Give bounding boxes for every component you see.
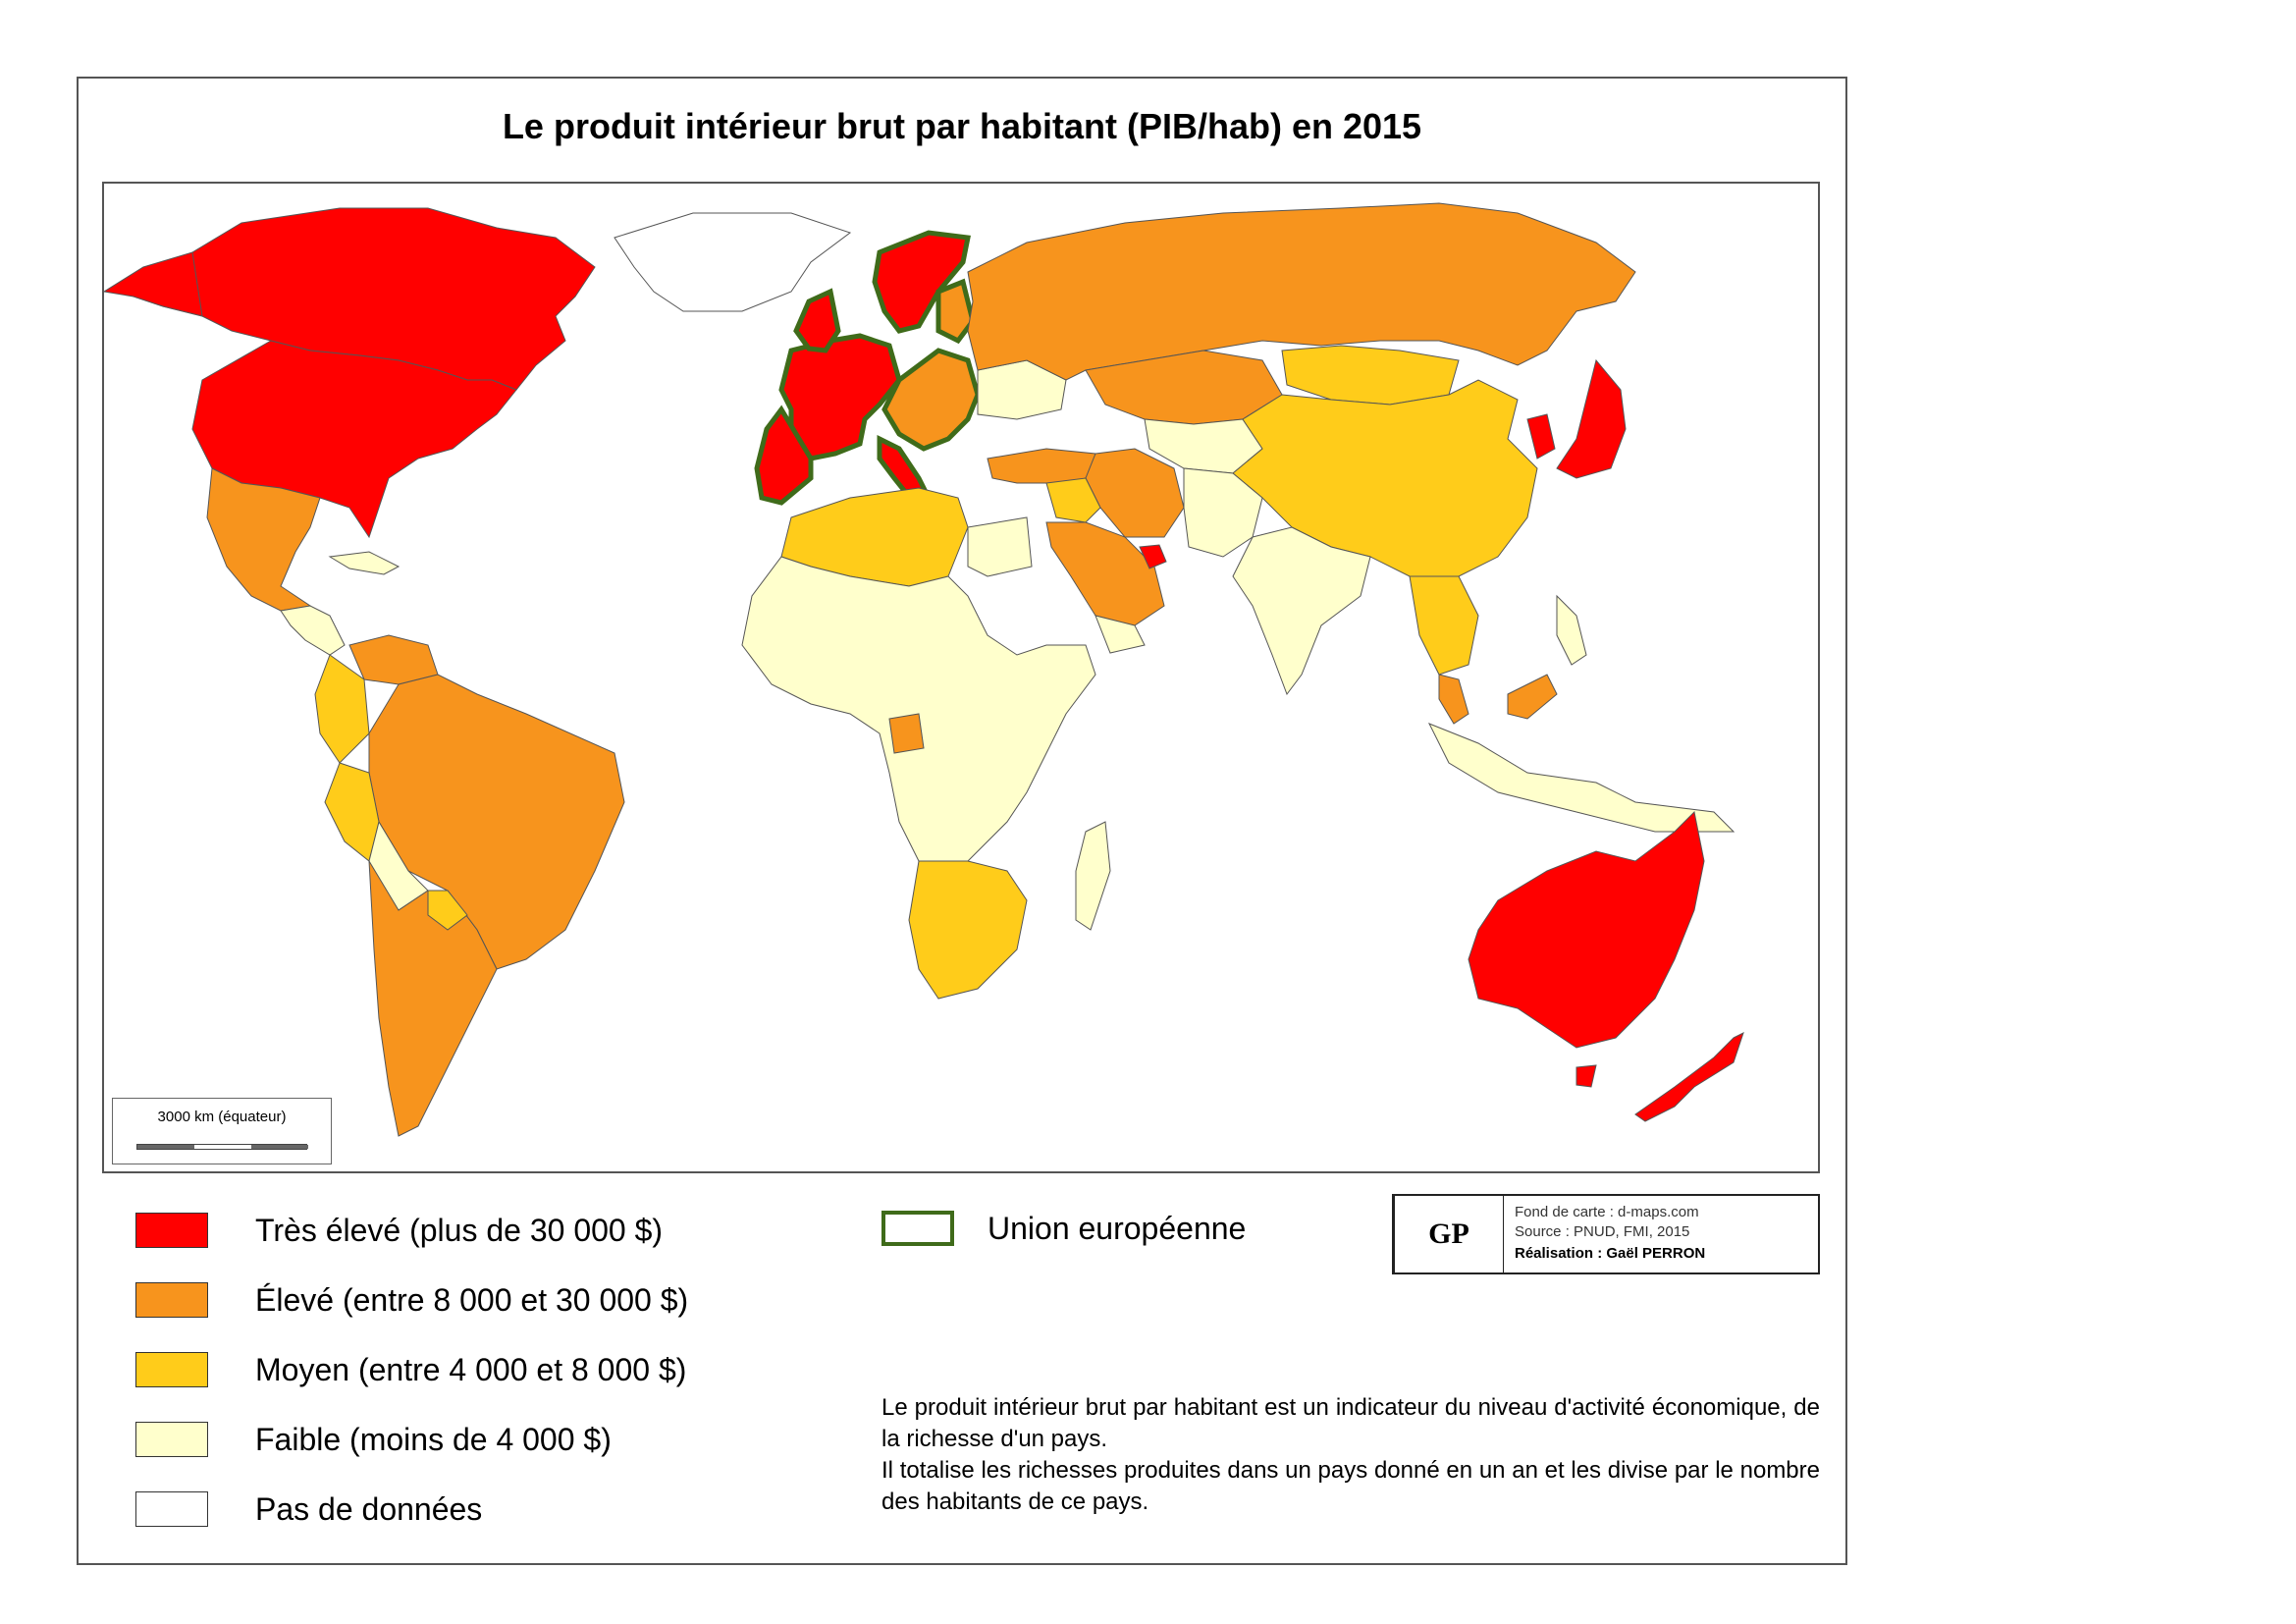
region-korea [1526,413,1556,460]
region-iberia [754,405,814,506]
region-saudi-arabia [1045,521,1165,626]
world-map [102,182,1820,1173]
credit-source: Source : PNUD, FMI, 2015 [1515,1223,1690,1240]
region-iraq-syria [1045,477,1101,523]
region-new-zealand [1634,1032,1744,1122]
scale-bar: 3000 km (équateur) [112,1098,332,1164]
map-frame [77,77,1847,1565]
region-paraguay [427,890,468,931]
explanatory-note: Le produit intérieur brut par habitant e… [881,1392,1820,1518]
region-afpak [1183,467,1263,558]
note-paragraph-2: Il totalise les richesses produites dans… [881,1457,1820,1515]
region-malaysia [1438,674,1469,725]
region-venezuela [348,634,439,685]
region-western-europe [778,333,902,461]
legend-label: Pas de données [255,1491,483,1527]
region-caribbean [328,551,400,575]
legend-swatch-yellow [135,1352,208,1387]
region-tasmania [1575,1064,1597,1088]
legend-label: Élevé (entre 8 000 et 30 000 $) [255,1282,689,1318]
region-yemen [1095,615,1146,654]
legend-label: Faible (moins de 4 000 $) [255,1422,612,1457]
legend-swatch-orange [135,1282,208,1318]
region-borneo-north [1507,674,1558,720]
region-gabon [888,713,925,754]
region-indochina [1409,575,1479,676]
scale-label: 3000 km (équateur) [157,1109,287,1125]
map-title: Le produit intérieur brut par habitant (… [502,106,1422,146]
legend-label: Moyen (entre 4 000 et 8 000 $) [255,1352,687,1387]
legend-label: Très élevé (plus de 30 000 $) [255,1213,664,1248]
legend-label-eu: Union européenne [988,1211,1247,1246]
legend-swatch-red [135,1213,208,1248]
region-canada [132,207,596,391]
region-west-central-africa [741,556,1096,862]
region-philippines [1556,594,1587,666]
region-australia [1468,810,1705,1049]
legend-swatch-eu-outline [881,1211,954,1246]
region-southern-africa [908,860,1028,1000]
legend-swatch-white [135,1491,208,1527]
region-central-america [280,605,346,656]
region-baltics [935,278,976,345]
region-uk-ireland [793,288,841,353]
region-eastern-europe [881,348,981,452]
region-china [1232,379,1538,577]
legend-swatch-cream [135,1422,208,1457]
scale-bar-graphic [136,1144,308,1150]
region-mexico [206,467,321,612]
region-gulf-states [1139,544,1167,569]
region-egypt [967,516,1033,577]
region-russia [967,202,1636,381]
region-madagascar [1075,821,1111,931]
region-greenland [614,212,852,312]
note-paragraph-1: Le produit intérieur brut par habitant e… [881,1394,1820,1452]
credits-box: GP Fond de carte : d-maps.com Source : P… [1392,1194,1820,1274]
region-mongolia [1281,345,1460,406]
region-indonesia [1427,723,1735,833]
region-india [1232,526,1371,696]
author-logo: GP [1395,1196,1504,1272]
region-alaska [104,251,203,317]
credit-author: Réalisation : Gaël PERRON [1515,1245,1706,1262]
region-iran [1085,448,1185,538]
region-japan [1556,358,1627,479]
region-scandinavia [872,230,971,334]
credit-basemap: Fond de carte : d-maps.com [1515,1204,1699,1220]
